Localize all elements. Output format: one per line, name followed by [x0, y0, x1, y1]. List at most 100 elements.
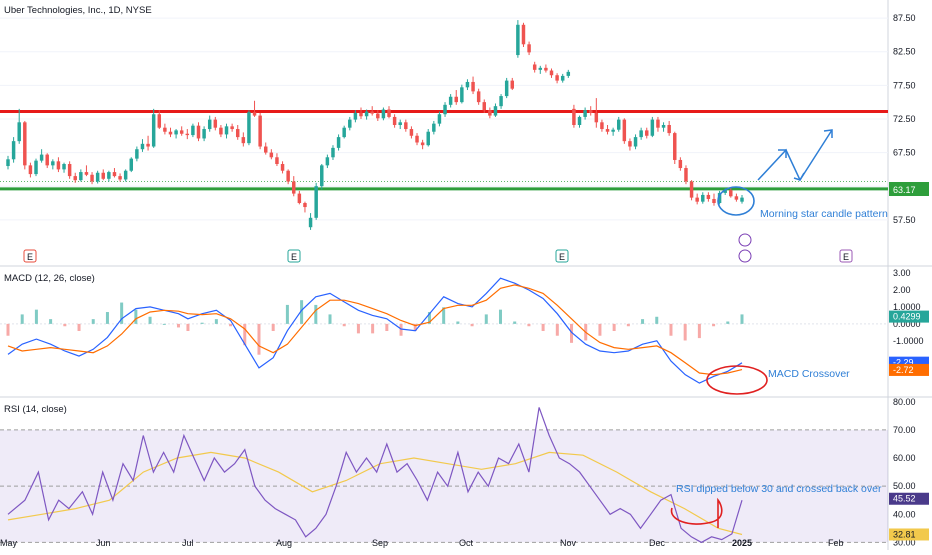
candle-body — [594, 112, 599, 123]
price-tick-label: 82.50 — [893, 47, 916, 57]
candlestick-series[interactable] — [6, 20, 744, 230]
macd-line — [7, 277, 743, 384]
candle-body — [577, 116, 582, 125]
candle-body — [734, 196, 739, 200]
candle-body — [611, 129, 615, 132]
macd-histogram-bar — [712, 323, 716, 327]
candle-body — [460, 87, 464, 103]
candle-body — [325, 157, 330, 166]
morning-star-annotation: Morning star candle pattern — [760, 208, 888, 220]
earnings-marker-label: E — [27, 252, 33, 262]
price-level-lines — [0, 110, 888, 191]
macd-histogram-bar — [229, 323, 233, 327]
macd-tick-label: 3.00 — [893, 268, 911, 278]
time-axis-label: Aug — [276, 538, 292, 548]
macd-histogram-bar — [697, 323, 701, 339]
macd-histogram-bar — [134, 309, 138, 324]
macd-histogram-bar — [176, 323, 180, 328]
candle-body — [661, 125, 666, 128]
macd-histogram-bar — [399, 323, 403, 336]
candle-body — [107, 172, 111, 179]
rsi-tick-label: 70.00 — [893, 425, 916, 435]
macd-histogram-bar — [77, 323, 81, 331]
macd-signal-value-box — [889, 363, 929, 376]
candle-body — [645, 130, 649, 136]
macd-histogram-bar — [541, 323, 545, 331]
candle-body — [73, 176, 77, 181]
candle-body — [286, 170, 290, 182]
time-axis-label: 2025 — [732, 538, 752, 548]
candle-body — [566, 71, 571, 76]
macd-histogram-bar — [641, 319, 645, 324]
macd-histogram-bar — [49, 319, 53, 324]
candle-body — [6, 159, 10, 167]
macd-histogram-bar — [498, 309, 502, 324]
candle-body — [314, 186, 318, 218]
rsi-annotation: RSI dipped below 30 and crossed back ove… — [676, 483, 882, 495]
candle-body — [650, 119, 655, 136]
candle-body — [39, 154, 44, 161]
price-tick-label: 87.50 — [893, 13, 916, 23]
macd-histogram-bar — [598, 323, 602, 336]
macd-histogram-bar — [356, 323, 360, 334]
candle-body — [174, 130, 178, 135]
candle-body — [532, 64, 537, 70]
macd-label: MACD (12, 26, close) — [4, 273, 95, 284]
current-price-label: 63.17 — [893, 185, 916, 195]
time-axis-label: Oct — [459, 538, 474, 548]
rsi-tick-label: 40.00 — [893, 509, 916, 519]
time-axis-label: Sep — [372, 538, 388, 548]
candle-body — [62, 164, 66, 170]
candle-body — [404, 122, 408, 130]
candle-body — [331, 147, 335, 158]
candle-body — [493, 106, 498, 116]
candle-body — [258, 115, 262, 147]
macd-tick-label: -1.0000 — [893, 336, 924, 346]
candle-body — [336, 137, 341, 148]
candle-body — [51, 161, 55, 166]
price-tick-label: 67.50 — [893, 148, 916, 158]
macd-histogram-bar — [20, 314, 24, 324]
rsi-value-label: 45.52 — [893, 494, 916, 504]
current-price-box: 63.17 — [889, 182, 929, 196]
macd-hist-value-box — [889, 310, 929, 323]
rsi-line — [7, 407, 743, 544]
rsi-tick-label: 50.00 — [893, 481, 916, 491]
rsi-circle — [670, 497, 723, 528]
chart-title: Uber Technologies, Inc., 1D, NYSE — [4, 5, 152, 16]
candle-body — [235, 129, 240, 138]
candle-body — [717, 192, 722, 204]
candle-body — [376, 113, 380, 119]
candle-body — [280, 164, 285, 171]
candle-body — [112, 172, 117, 177]
candle-body — [723, 190, 727, 193]
candle-body — [359, 112, 363, 117]
candle-body — [275, 157, 279, 165]
candle-body — [303, 203, 307, 208]
macd-histogram-bar — [371, 323, 375, 334]
candle-body — [292, 181, 296, 194]
candle-body — [157, 114, 162, 128]
rsi-value-box — [889, 492, 929, 505]
candle-body — [583, 110, 587, 117]
candle-body — [118, 176, 122, 180]
candle-body — [230, 126, 234, 130]
macd-hist-value-box-label: 0.4299 — [893, 312, 921, 322]
candle-body — [443, 104, 447, 115]
candle-body — [432, 123, 436, 132]
time-axis-label: Jul — [182, 538, 194, 548]
time-axis-label: Nov — [560, 538, 577, 548]
macd-histogram-bar — [413, 323, 417, 331]
price-tick-label: 57.50 — [893, 215, 916, 225]
macd-histogram-bar — [555, 323, 559, 336]
candle-body — [521, 24, 526, 45]
morning-star-circle — [717, 186, 755, 216]
candle-body — [207, 119, 212, 130]
rsi-ma-value-label: 32.81 — [893, 529, 916, 539]
earnings-marker-label: E — [291, 252, 297, 262]
earnings-marker — [287, 249, 301, 263]
candle-body — [241, 137, 246, 144]
candle-body — [729, 190, 733, 197]
rsi-label: RSI (14, close) — [4, 404, 67, 415]
